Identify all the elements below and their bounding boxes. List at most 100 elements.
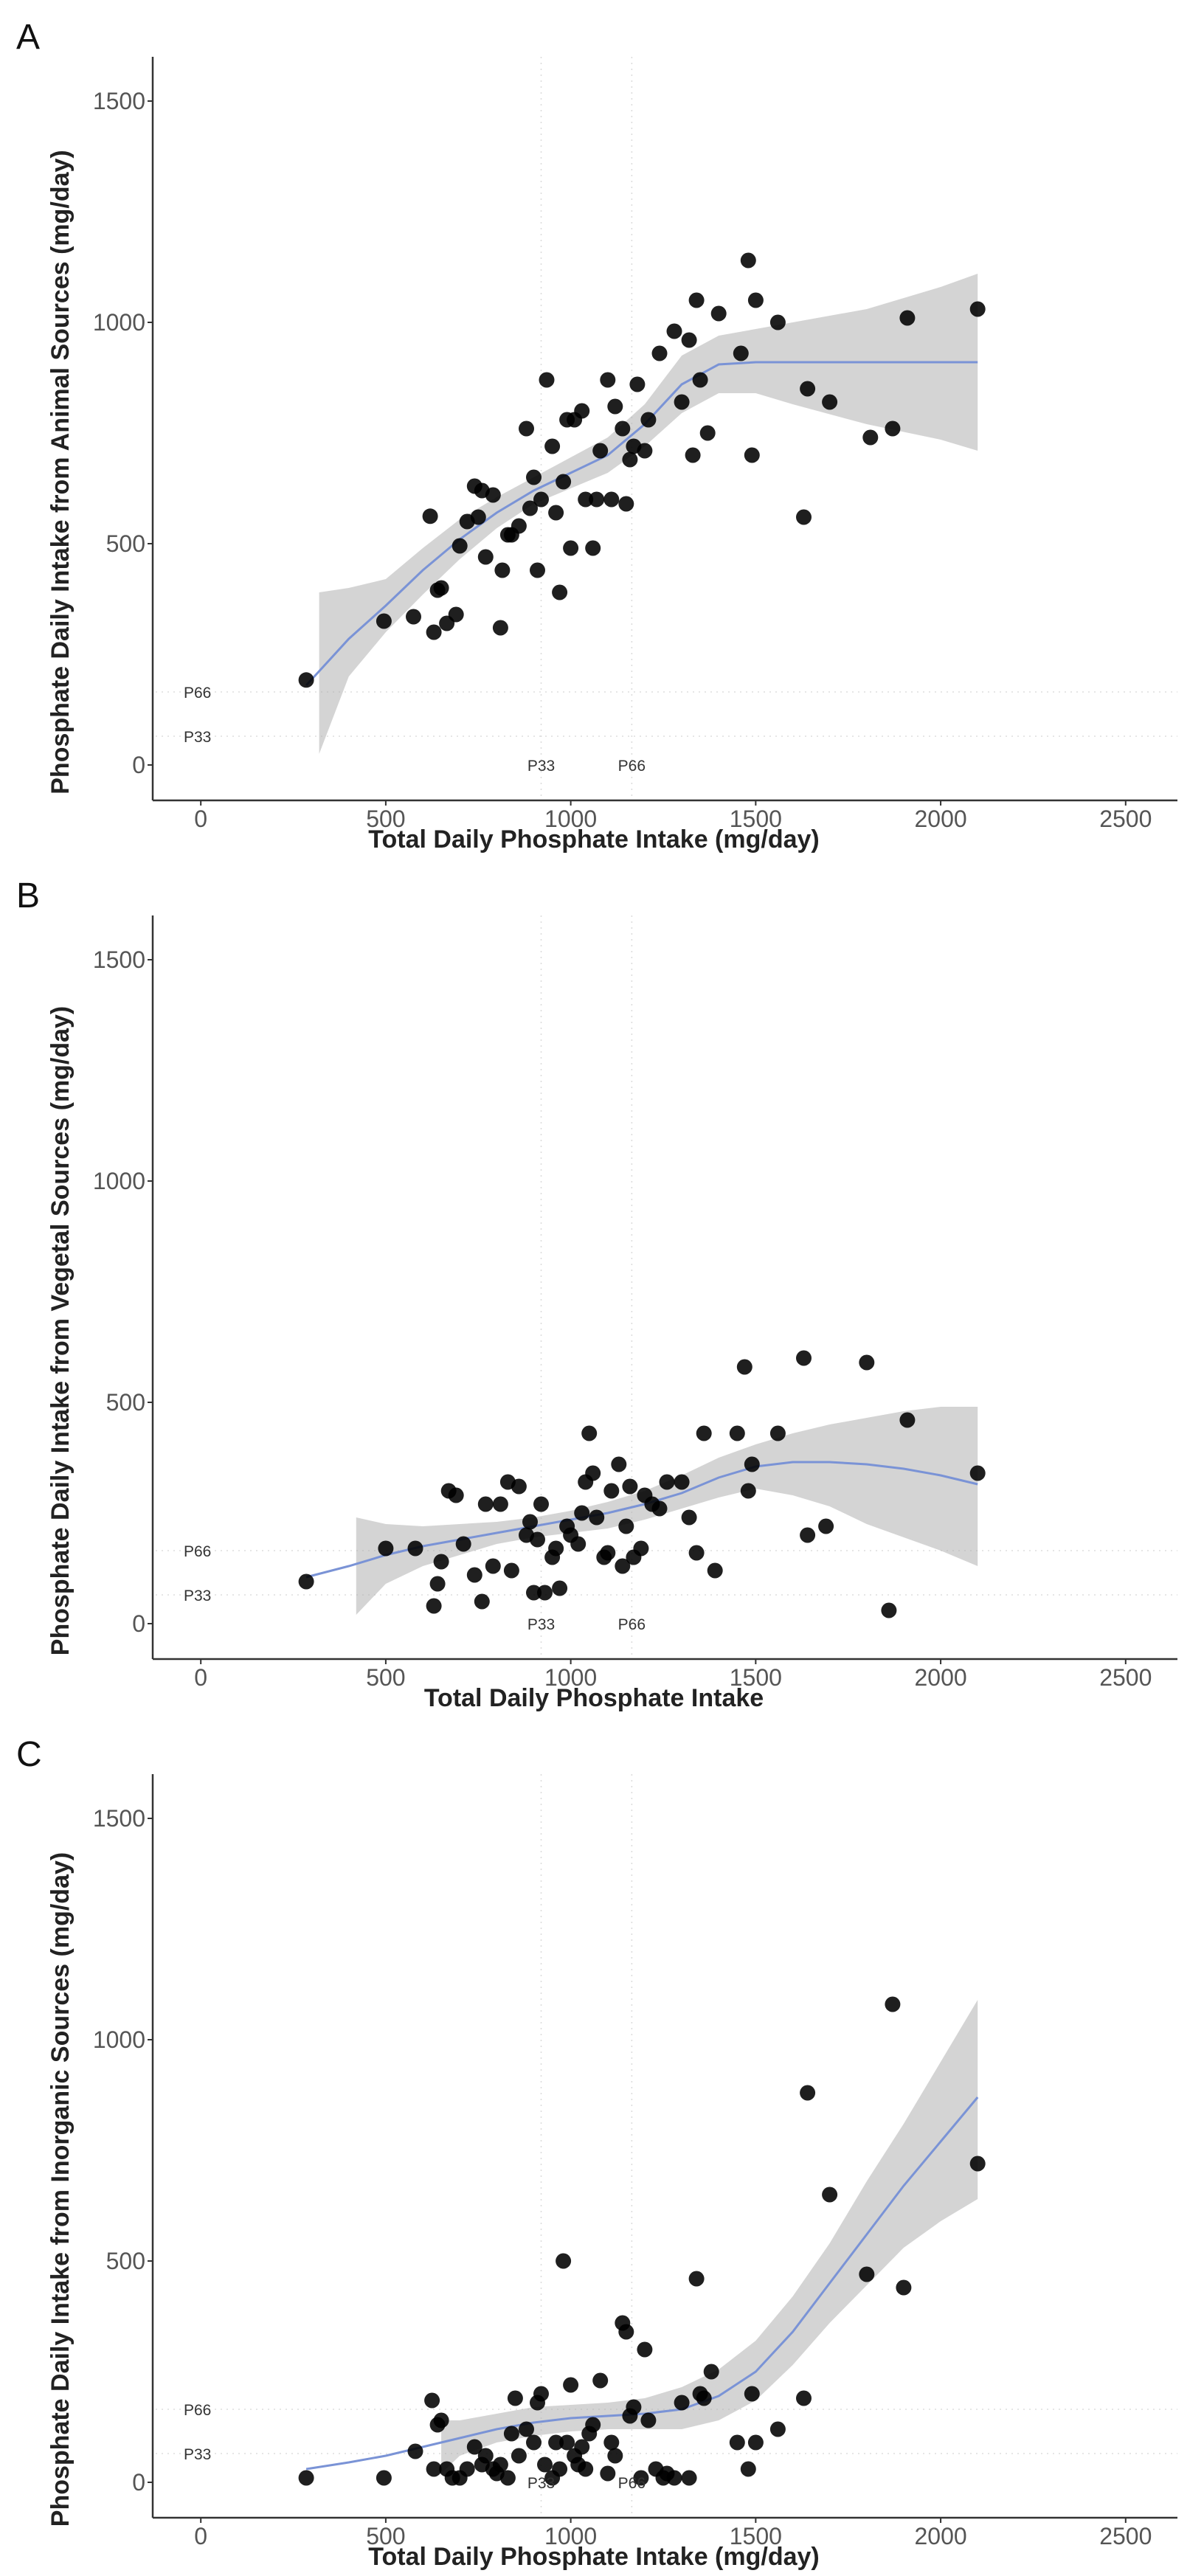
data-point: [552, 584, 568, 600]
data-point: [526, 469, 542, 485]
data-point: [769, 1425, 786, 1441]
data-point: [729, 2434, 745, 2451]
data-point: [459, 2461, 475, 2477]
y-tick-label: 1000: [93, 1168, 145, 1194]
x-tick-label: 1000: [544, 2523, 597, 2549]
data-point: [688, 1545, 705, 1561]
y-tick-label: 500: [106, 2248, 145, 2274]
data-point: [559, 2434, 575, 2451]
data-point: [822, 394, 838, 410]
data-point: [530, 1531, 545, 1548]
data-point: [800, 1527, 816, 1543]
data-point: [899, 1412, 916, 1428]
data-point: [615, 1558, 631, 1574]
data-point: [503, 1562, 519, 1579]
data-point: [298, 1573, 314, 1590]
data-point: [485, 487, 501, 503]
data-point: [433, 1554, 449, 1570]
x-tick-label: 1500: [730, 1664, 782, 1691]
x-ref-label-p66: P66: [618, 2475, 646, 2492]
data-point: [674, 2395, 690, 2411]
data-point: [511, 518, 527, 534]
data-point: [740, 1483, 756, 1499]
data-point: [548, 1540, 564, 1557]
x-tick-label: 0: [194, 806, 207, 832]
data-point: [818, 1518, 834, 1534]
data-point: [574, 1505, 590, 1521]
data-point: [800, 381, 816, 397]
data-point: [862, 429, 879, 446]
data-point: [769, 2421, 786, 2437]
data-point: [796, 2390, 812, 2406]
data-point: [744, 2386, 760, 2402]
x-tick-label: 2000: [914, 2523, 966, 2549]
x-tick-label: 1000: [544, 806, 597, 832]
data-point: [615, 420, 631, 437]
x-tick-label: 2000: [914, 806, 966, 832]
data-point: [448, 1487, 464, 1503]
data-point: [729, 1425, 745, 1441]
smooth-trend-line-c: [305, 2097, 979, 2471]
data-point: [499, 2470, 516, 2486]
data-point: [474, 1593, 490, 1610]
data-point: [424, 2392, 440, 2409]
data-point: [494, 562, 511, 578]
data-point: [688, 292, 705, 308]
data-point: [574, 2439, 590, 2455]
y-ref-label-p33: P33: [184, 2446, 211, 2463]
data-point: [699, 425, 716, 441]
data-point: [740, 252, 756, 269]
data-point: [407, 2443, 423, 2459]
y-tick-label: 500: [106, 530, 145, 557]
data-point: [552, 2461, 568, 2477]
plot-b: 0 500 1000 1500 2000 2500 0 500 1000 1500 P66 P33 P3…: [93, 915, 1177, 1691]
data-point: [696, 1425, 712, 1441]
data-point: [552, 1580, 568, 1596]
panel-label-a: A: [16, 18, 40, 57]
data-point: [533, 491, 549, 508]
data-point: [747, 292, 764, 308]
data-point: [859, 1354, 875, 1371]
y-ref-label-p66: P66: [184, 1543, 211, 1560]
data-point: [626, 2399, 642, 2415]
data-point: [592, 443, 609, 459]
data-point: [622, 451, 638, 468]
data-point: [537, 1585, 553, 1601]
data-point: [429, 1576, 446, 1592]
data-point: [611, 1456, 627, 1472]
data-point: [633, 2470, 649, 2486]
data-point: [526, 1585, 542, 1601]
data-point: [376, 2470, 392, 2486]
data-point: [378, 1540, 394, 1557]
y-axis-title-b: Phosphate Daily Intake from Vegetal Sour…: [46, 1006, 75, 1655]
data-point: [433, 580, 449, 596]
x-tick-label: 1500: [730, 806, 782, 832]
data-point: [585, 540, 601, 556]
x-tick-label: 500: [366, 1664, 405, 1691]
data-point: [426, 2461, 442, 2477]
x-axis-title-a: Total Daily Phosphate Intake (mg/day): [368, 825, 820, 854]
y-ref-label-p66: P66: [184, 2402, 211, 2419]
data-point: [769, 314, 786, 330]
data-point: [744, 1456, 760, 1472]
chart-b-svg: B Phosphate Daily Intake from Vegetal So…: [16, 876, 1177, 1712]
data-point: [747, 2434, 764, 2451]
x-tick-label: 1000: [544, 1664, 597, 1691]
data-point: [589, 1509, 605, 1526]
data-point: [574, 403, 590, 419]
y-tick-label: 1500: [93, 946, 145, 973]
data-point: [519, 2421, 534, 2437]
data-point: [659, 1474, 675, 1490]
data-point: [455, 1536, 471, 1552]
y-tick-label: 0: [132, 2469, 145, 2496]
data-point: [503, 2426, 519, 2442]
data-point: [526, 2434, 542, 2451]
data-point: [492, 1496, 508, 1512]
data-point: [859, 2266, 875, 2282]
data-point: [537, 2456, 553, 2473]
data-point: [633, 1540, 649, 1557]
data-point: [600, 372, 616, 388]
data-point: [600, 1545, 616, 1561]
data-point: [477, 1496, 494, 1512]
x-tick-label: 2500: [1099, 806, 1152, 832]
